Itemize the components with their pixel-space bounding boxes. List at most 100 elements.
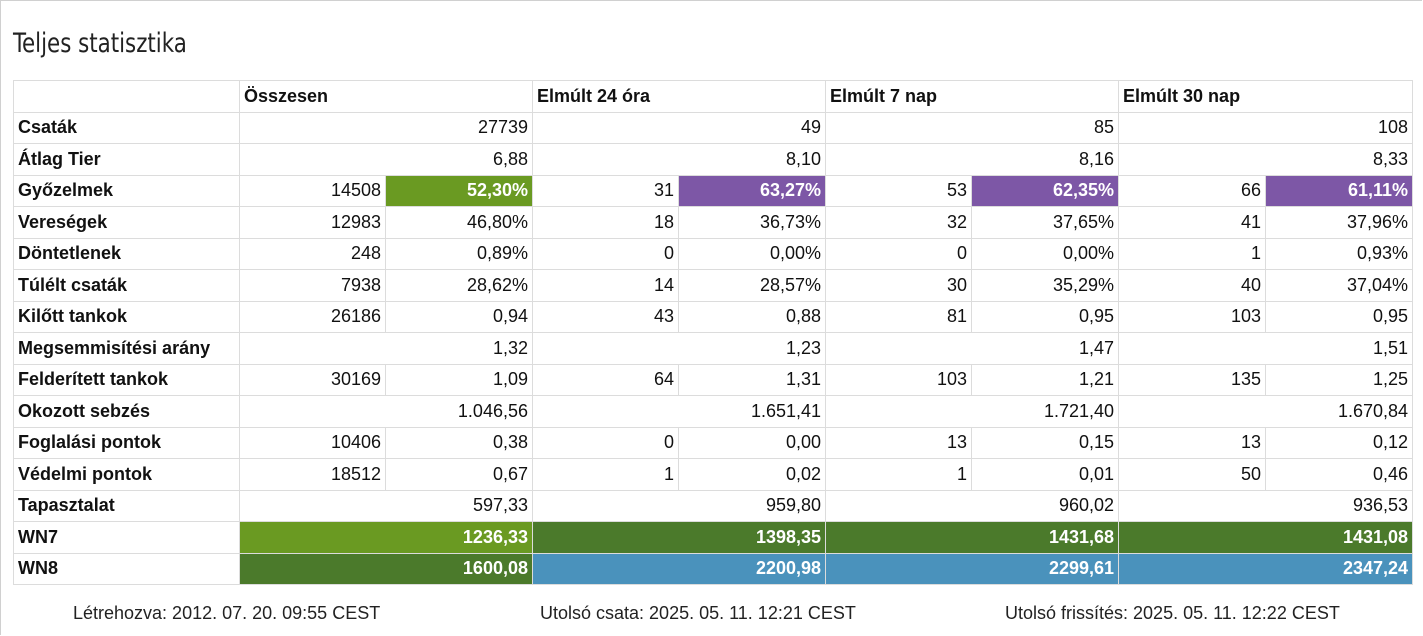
table-cell: 32 — [825, 206, 973, 239]
table-row: WN8 1600,08 2200,98 2299,61 2347,24 — [13, 552, 1414, 585]
header-24h: Elmúlt 24 óra — [531, 80, 827, 113]
table-cell: 0,00% — [971, 237, 1120, 270]
table-cell: 8,10 — [531, 143, 827, 176]
table-cell: 1.046,56 — [239, 395, 533, 428]
table-row: Győzelmek 14508 52,30% 31 63,27% 53 62,35% 66 61… — [13, 174, 1414, 207]
table-cell: 0,00% — [677, 237, 827, 270]
table-cell: 0,02 — [677, 458, 827, 491]
table-cell: 7938 — [239, 269, 386, 302]
highlight-cell: 1398,35 — [531, 521, 827, 554]
table-row: Okozott sebzés 1.046,56 1.651,41 1.721,40 1.… — [13, 395, 1414, 428]
table-cell: 41 — [1118, 206, 1267, 239]
row-label: Megsemmisítési arány — [13, 332, 240, 365]
table-cell: 12983 — [239, 206, 386, 239]
table-row: Vereségek 12983 46,80% 18 36,73% 32 37,65% 41 37… — [13, 206, 1414, 239]
table-cell: 1,25 — [1265, 363, 1414, 396]
table-cell: 31 — [532, 174, 679, 207]
table-cell: 27739 — [239, 111, 533, 144]
table-cell: 6,88 — [239, 143, 533, 176]
table-cell: 1 — [1118, 237, 1267, 270]
table-cell: 1.670,84 — [1118, 395, 1414, 428]
highlight-cell: 2200,98 — [531, 552, 827, 585]
table-cell: 30 — [825, 269, 973, 302]
table-cell: 0,46 — [1265, 458, 1414, 491]
header-row: Összesen Elmúlt 24 óra Elmúlt 7 nap Elmú… — [13, 80, 1414, 113]
footer-created: Létrehozva: 2012. 07. 20. 09:55 CEST — [73, 603, 381, 623]
row-label: Vereségek — [13, 206, 240, 239]
row-label: Tapasztalat — [13, 489, 240, 522]
highlight-cell: 61,11% — [1265, 174, 1414, 207]
table-cell: 1,09 — [385, 363, 533, 396]
table-cell: 1 — [825, 458, 973, 491]
table-cell: 960,02 — [825, 489, 1120, 522]
header-30d: Elmúlt 30 nap — [1118, 80, 1414, 113]
table-cell: 40 — [1118, 269, 1267, 302]
highlight-cell: 2347,24 — [1118, 552, 1414, 585]
table-row: WN7 1236,33 1398,35 1431,68 1431,08 — [13, 521, 1414, 554]
table-cell: 0,88 — [677, 300, 827, 333]
table-cell: 50 — [1118, 458, 1267, 491]
highlight-cell: 1600,08 — [239, 552, 533, 585]
table-cell: 1.721,40 — [825, 395, 1120, 428]
table-cell: 13 — [825, 426, 973, 459]
highlight-cell: 52,30% — [385, 174, 533, 207]
table-cell: 8,16 — [825, 143, 1120, 176]
table-cell: 0,01 — [971, 458, 1120, 491]
table-cell: 1 — [532, 458, 679, 491]
table-cell: 0 — [532, 426, 679, 459]
table-cell: 1,51 — [1118, 332, 1414, 365]
table-cell: 43 — [532, 300, 679, 333]
table-cell: 0,95 — [1265, 300, 1414, 333]
table-cell: 0,12 — [1265, 426, 1414, 459]
footer-last-update: Utolsó frissítés: 2025. 05. 11. 12:22 CE… — [1005, 603, 1340, 623]
table-cell: 1,31 — [677, 363, 827, 396]
table-cell: 1,23 — [531, 332, 827, 365]
highlight-cell: 2299,61 — [825, 552, 1120, 585]
table-cell: 85 — [825, 111, 1120, 144]
table-cell: 0,93% — [1265, 237, 1414, 270]
highlight-cell: 1236,33 — [239, 521, 533, 554]
table-cell: 1,21 — [971, 363, 1120, 396]
table-cell: 936,53 — [1118, 489, 1414, 522]
table-cell: 49 — [531, 111, 827, 144]
highlight-cell: 63,27% — [677, 174, 827, 207]
table-row: Átlag Tier 6,88 8,10 8,16 8,33 — [13, 143, 1414, 176]
table-cell: 959,80 — [531, 489, 827, 522]
table-cell: 18512 — [239, 458, 386, 491]
row-label: Csaták — [13, 111, 240, 144]
table-cell: 64 — [532, 363, 679, 396]
table-cell: 8,33 — [1118, 143, 1414, 176]
table-cell: 13 — [1118, 426, 1267, 459]
table-row: Foglalási pontok 10406 0,38 0 0,00 13 0,15 13 0,… — [13, 426, 1414, 459]
table-cell: 0,38 — [385, 426, 533, 459]
row-label: WN8 — [13, 552, 240, 585]
footer-last-battle: Utolsó csata: 2025. 05. 11. 12:21 CEST — [540, 603, 856, 623]
row-label: WN7 — [13, 521, 240, 554]
table-row: Tapasztalat 597,33 959,80 960,02 936,53 — [13, 489, 1414, 522]
header-total: Összesen — [239, 80, 533, 113]
row-label: Védelmi pontok — [13, 458, 240, 491]
row-label: Foglalási pontok — [13, 426, 240, 459]
table-cell: 53 — [825, 174, 973, 207]
row-label: Túlélt csaták — [13, 269, 240, 302]
row-label: Győzelmek — [13, 174, 240, 207]
table-cell: 0,94 — [385, 300, 533, 333]
table-row: Döntetlenek 248 0,89% 0 0,00% 0 0,00% 1 0,93% — [13, 237, 1414, 270]
table-cell: 0,67 — [385, 458, 533, 491]
table-cell: 81 — [825, 300, 973, 333]
table-row: Védelmi pontok 18512 0,67 1 0,02 1 0,01 50 0,46 — [13, 458, 1414, 491]
stats-table: Összesen Elmúlt 24 óra Elmúlt 7 nap Elmú… — [13, 80, 1414, 585]
table-cell: 1,47 — [825, 332, 1120, 365]
table-cell: 35,29% — [971, 269, 1120, 302]
table-cell: 248 — [239, 237, 386, 270]
table-cell: 36,73% — [677, 206, 827, 239]
row-label: Felderített tankok — [13, 363, 240, 396]
row-label: Okozott sebzés — [13, 395, 240, 428]
table-cell: 30169 — [239, 363, 386, 396]
highlight-cell: 62,35% — [971, 174, 1120, 207]
table-cell: 0,00 — [677, 426, 827, 459]
table-cell: 26186 — [239, 300, 386, 333]
table-cell: 28,62% — [385, 269, 533, 302]
row-label: Átlag Tier — [13, 143, 240, 176]
table-cell: 37,65% — [971, 206, 1120, 239]
